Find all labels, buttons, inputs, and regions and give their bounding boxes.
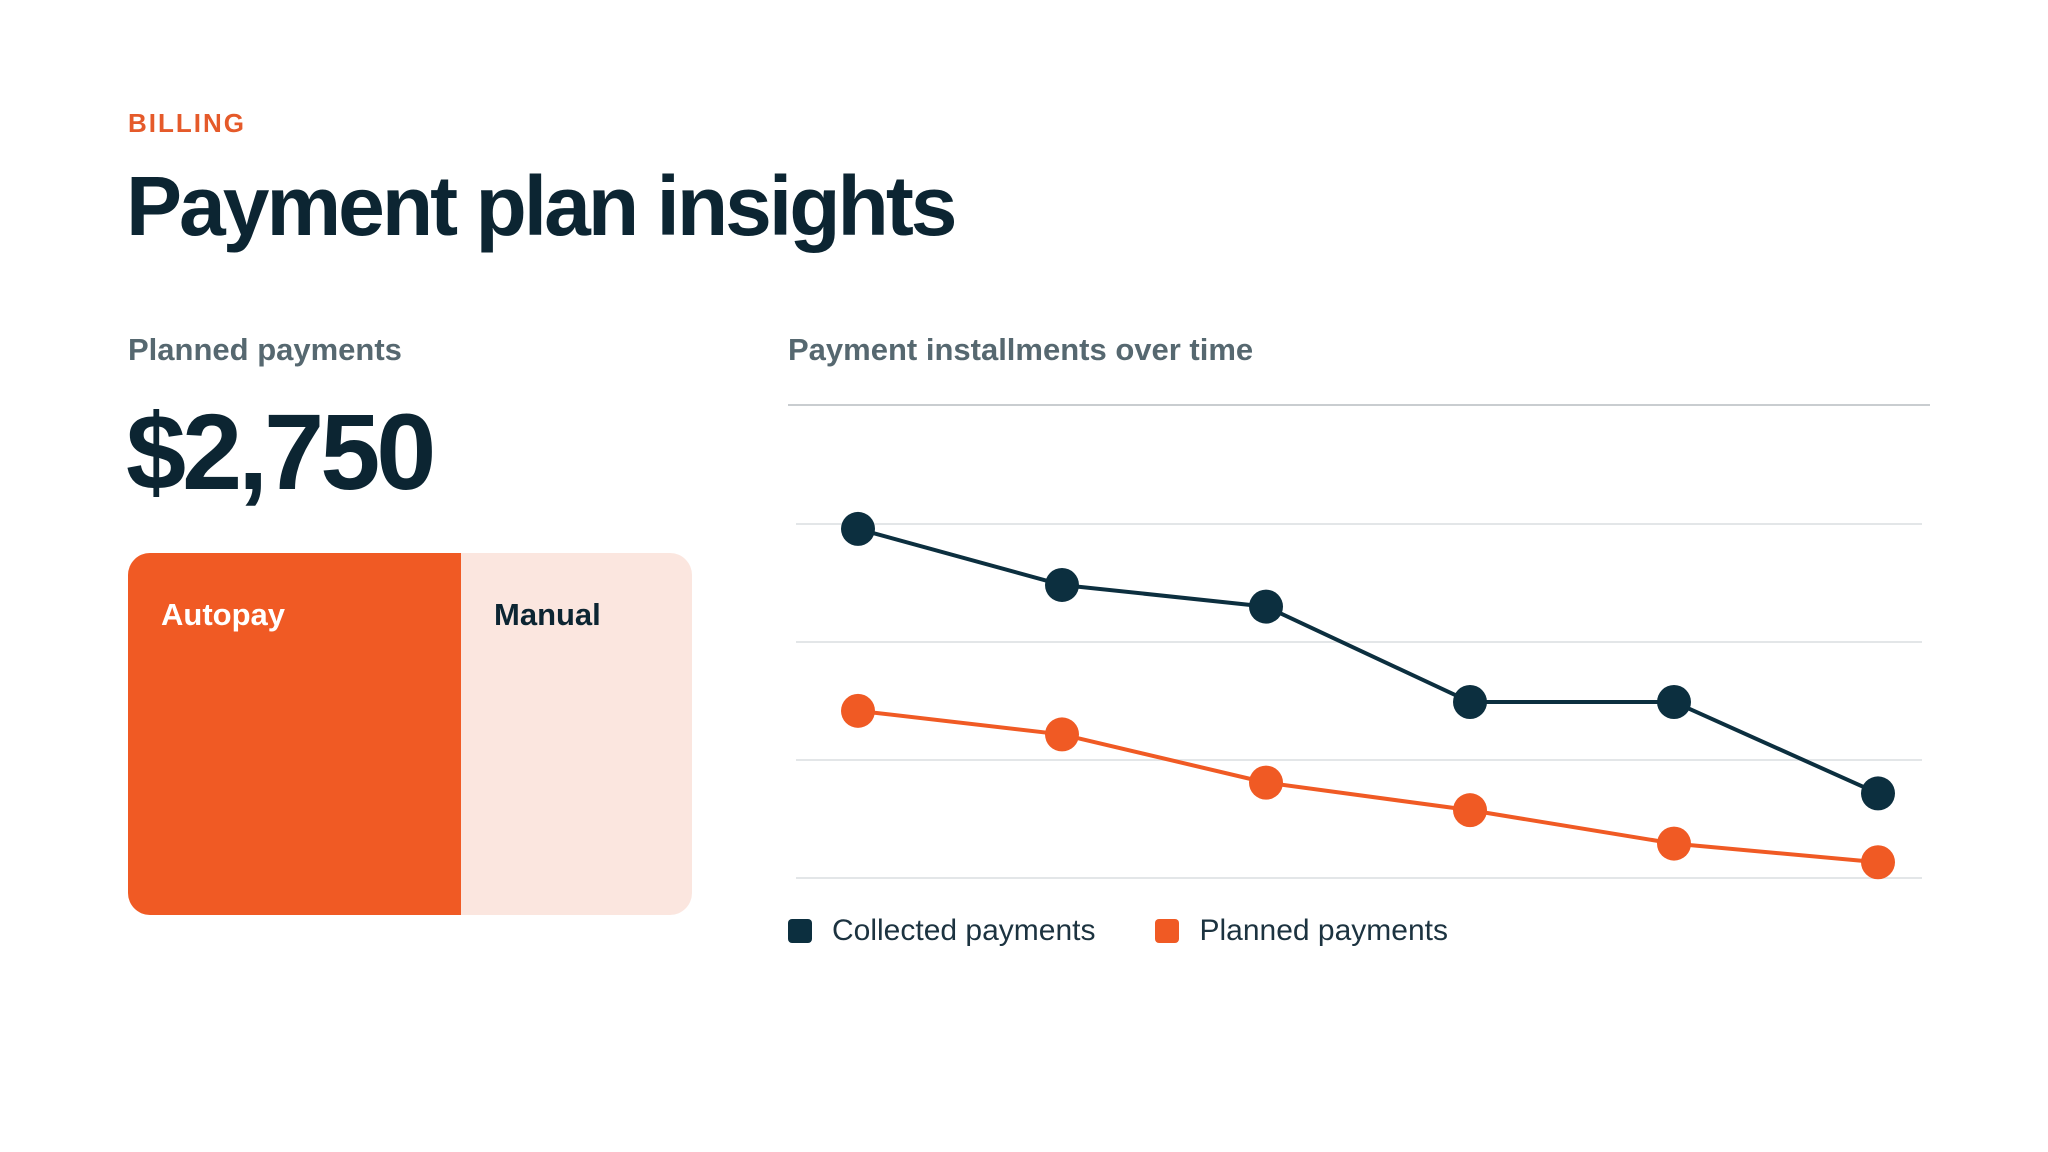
legend-item-collected: Collected payments xyxy=(788,914,1095,948)
data-point-planned-2[interactable] xyxy=(1045,717,1079,752)
planned-payments-label: Planned payments xyxy=(128,332,402,367)
data-point-collected-2[interactable] xyxy=(1045,567,1079,602)
line-chart xyxy=(796,511,1922,880)
data-point-planned-1[interactable] xyxy=(841,693,875,728)
data-point-collected-1[interactable] xyxy=(841,511,875,546)
payment-method-split: Autopay Manual xyxy=(128,553,692,915)
autopay-segment xyxy=(128,553,461,915)
data-point-collected-3[interactable] xyxy=(1249,589,1283,624)
chart-legend: Collected payments Planned payments xyxy=(788,914,1508,948)
chart-title: Payment installments over time xyxy=(788,332,1254,367)
data-point-collected-6[interactable] xyxy=(1861,776,1895,811)
legend-item-planned: Planned payments xyxy=(1155,914,1448,948)
chart-series-lines xyxy=(857,526,1879,865)
manual-label: Manual xyxy=(494,597,601,632)
data-point-collected-4[interactable] xyxy=(1453,684,1487,719)
chart-header-divider xyxy=(788,404,1930,406)
data-point-collected-5[interactable] xyxy=(1657,684,1691,719)
data-point-planned-4[interactable] xyxy=(1453,793,1487,828)
data-point-planned-6[interactable] xyxy=(1861,845,1895,880)
data-point-planned-3[interactable] xyxy=(1249,765,1283,800)
section-eyebrow: BILLING xyxy=(128,108,246,138)
series-line-planned xyxy=(857,708,1879,865)
autopay-label: Autopay xyxy=(161,597,285,632)
legend-swatch-planned xyxy=(1155,919,1180,943)
chart-series-points xyxy=(841,511,1895,880)
legend-label-collected: Collected payments xyxy=(832,914,1096,947)
series-line-collected xyxy=(857,526,1879,796)
data-point-planned-5[interactable] xyxy=(1657,826,1691,861)
legend-label-planned: Planned payments xyxy=(1199,914,1448,947)
chart-gridlines xyxy=(796,523,1922,879)
page-title: Payment plan insights xyxy=(126,159,958,253)
planned-payments-value: $2,750 xyxy=(126,391,436,512)
legend-swatch-collected xyxy=(788,919,812,943)
